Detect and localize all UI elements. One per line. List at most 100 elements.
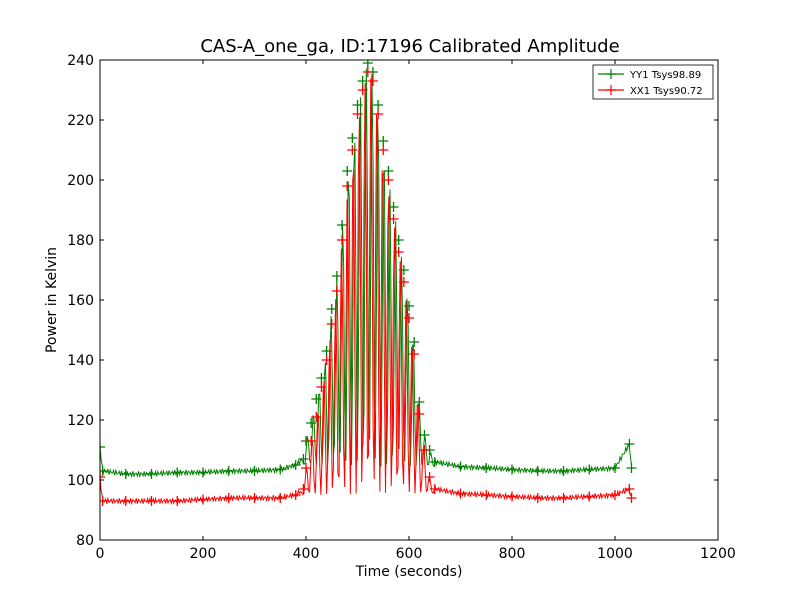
- data-point: [414, 409, 425, 419]
- data-point: [378, 136, 389, 146]
- data-point: [120, 469, 131, 479]
- data-point: [146, 469, 157, 479]
- legend-marker: [606, 85, 616, 95]
- data-point: [429, 457, 440, 467]
- data-point: [316, 373, 327, 383]
- data-point: [404, 313, 414, 323]
- legend: YY1 Tsys98.89 XX1 Tsys90.72: [592, 64, 714, 100]
- data-point: [352, 100, 363, 110]
- chart-title: CAS-A_one_ga, ID:17196 Calibrated Amplit…: [200, 36, 619, 57]
- data-point: [409, 349, 420, 359]
- data-point: [383, 175, 394, 185]
- data-point: [362, 67, 373, 77]
- data-point: [626, 463, 637, 473]
- data-point: [120, 496, 131, 506]
- y-tick-label: 80: [76, 533, 94, 549]
- legend-box: [592, 64, 714, 100]
- series-group: [100, 60, 637, 506]
- data-point: [455, 461, 466, 472]
- data-point: [352, 109, 363, 119]
- data-point: [388, 202, 399, 212]
- data-point: [311, 394, 322, 404]
- data-point: [100, 442, 105, 452]
- legend-marker: [606, 69, 616, 79]
- series-yy1: [100, 60, 637, 479]
- data-point: [290, 490, 301, 500]
- y-tick-label: 240: [67, 53, 94, 69]
- data-point: [409, 337, 420, 347]
- data-point: [342, 166, 353, 176]
- axis-ticks: 0 200 400 600 800 1000 1200 80 100 120 140 160 180 20…: [67, 53, 736, 562]
- data-point: [419, 445, 430, 455]
- y-tick-label: 220: [67, 113, 94, 129]
- y-tick-label: 120: [67, 413, 94, 429]
- y-tick-label: 140: [67, 353, 94, 369]
- data-point: [198, 467, 208, 478]
- data-point: [342, 181, 353, 191]
- data-point: [357, 76, 368, 86]
- legend-label-xx1: XX1 Tsys90.72: [630, 86, 703, 97]
- data-point: [558, 466, 569, 476]
- data-point: [424, 472, 435, 482]
- data-point: [362, 60, 373, 68]
- series-xx1: [100, 67, 637, 506]
- data-point: [198, 494, 208, 505]
- x-tick-label: 1200: [700, 546, 736, 562]
- data-point: [223, 466, 234, 476]
- data-point: [429, 484, 440, 494]
- data-point: [311, 412, 322, 422]
- data-point: [584, 464, 595, 475]
- data-point: [532, 493, 543, 503]
- y-tick-label: 100: [67, 473, 94, 489]
- data-point: [301, 463, 311, 473]
- data-point: [383, 166, 394, 176]
- y-tick-label: 180: [67, 233, 94, 249]
- data-point: [414, 397, 425, 407]
- data-point: [624, 484, 635, 494]
- data-point: [558, 493, 569, 503]
- data-point: [481, 490, 492, 500]
- data-point: [172, 467, 183, 478]
- x-axis-label: Time (seconds): [355, 564, 463, 580]
- data-point: [624, 439, 635, 449]
- data-point: [507, 464, 517, 475]
- data-point: [306, 418, 317, 428]
- data-point: [321, 355, 332, 365]
- data-point: [610, 463, 620, 473]
- data-point: [347, 145, 358, 155]
- data-point: [388, 214, 399, 224]
- data-point: [146, 496, 157, 506]
- data-point: [249, 466, 260, 476]
- data-point: [249, 493, 260, 503]
- y-tick-label: 160: [67, 293, 94, 309]
- data-point: [306, 436, 317, 446]
- data-point: [393, 235, 404, 245]
- data-point: [532, 466, 543, 476]
- data-point: [326, 319, 337, 329]
- data-point: [100, 472, 105, 482]
- data-point: [367, 76, 378, 86]
- data-point: [298, 454, 309, 464]
- data-point: [298, 484, 309, 494]
- data-point: [357, 85, 368, 95]
- x-tick-label: 1000: [597, 546, 633, 562]
- data-point: [275, 464, 286, 475]
- data-point: [507, 491, 517, 502]
- data-point: [378, 145, 389, 155]
- data-point: [347, 133, 358, 143]
- plot-area: [100, 60, 637, 506]
- data-point: [100, 466, 108, 476]
- x-tick-label: 600: [396, 546, 423, 562]
- data-point: [398, 277, 409, 287]
- data-point: [373, 109, 384, 119]
- data-point: [481, 463, 492, 473]
- series-line: [100, 78, 632, 506]
- x-tick-label: 0: [96, 546, 105, 562]
- data-point: [626, 493, 637, 503]
- data-point: [316, 382, 327, 392]
- y-tick-label: 200: [67, 173, 94, 189]
- data-point: [610, 490, 620, 500]
- data-point: [331, 271, 342, 281]
- data-point: [455, 488, 466, 499]
